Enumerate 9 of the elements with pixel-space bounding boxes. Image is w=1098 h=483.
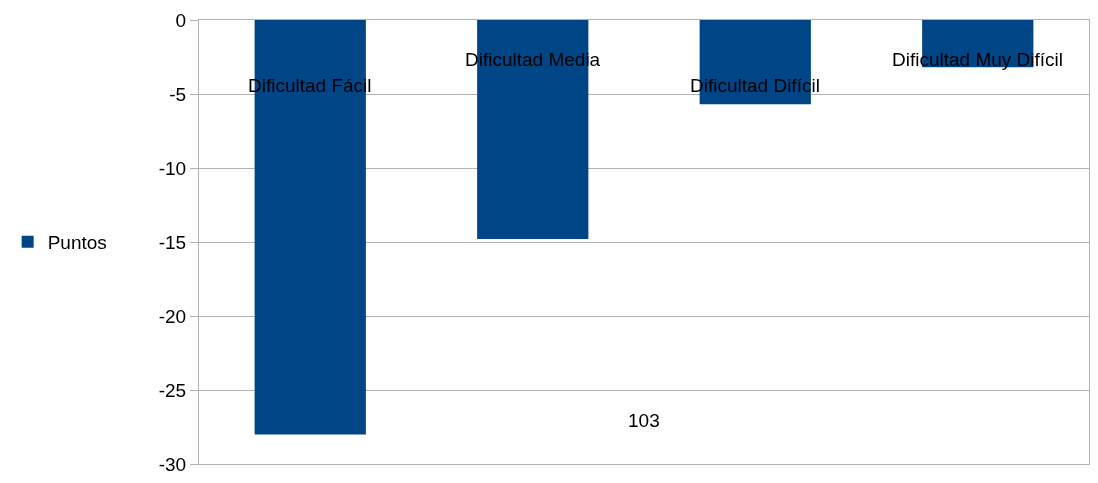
y-tick-label: -15 bbox=[158, 231, 187, 253]
x-axis-title: 103 bbox=[628, 410, 660, 431]
y-tick-label: -5 bbox=[169, 83, 187, 105]
legend-label: Puntos bbox=[47, 232, 107, 254]
y-tick-label: 0 bbox=[175, 9, 187, 31]
y-tick-label: -25 bbox=[158, 379, 187, 401]
y-tick-label: -20 bbox=[158, 305, 187, 327]
y-tick-label: -10 bbox=[158, 157, 187, 179]
y-tick-label: -30 bbox=[158, 453, 187, 475]
